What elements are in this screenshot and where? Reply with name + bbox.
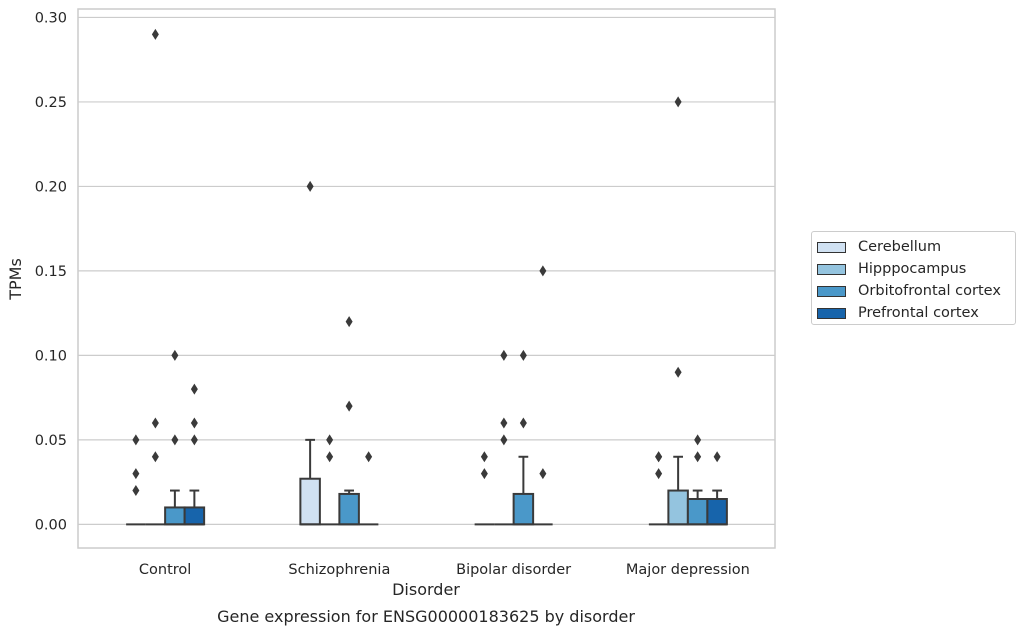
outlier-point (326, 451, 334, 463)
x-tick-label: Bipolar disorder (456, 562, 571, 578)
outlier-point (132, 434, 140, 446)
outlier-point (519, 349, 527, 361)
legend-swatch (817, 307, 846, 319)
legend-item: Hipppocampus (817, 258, 1015, 280)
box-prefrontal-cortex (358, 451, 379, 526)
legend-label: Hipppocampus (858, 261, 967, 277)
legend-item: Cerebellum (817, 236, 1015, 258)
outlier-point (655, 468, 663, 480)
tick-labels: 0.00 0.05 0.10 0.15 0.20 0.25 0.30 Control Schiz… (35, 10, 750, 578)
y-tick-label: 0.05 (35, 433, 67, 449)
plot-border (77, 8, 776, 549)
box-hipppocampus (145, 28, 166, 526)
box-cerebellum (648, 451, 669, 526)
box-hipppocampus (494, 349, 514, 526)
x-tick-label: Schizophrenia (288, 562, 390, 578)
outlier-point (151, 451, 159, 463)
box-body (686, 498, 709, 526)
box-orbitofrontal-cortex (164, 349, 186, 526)
x-tick-label: Control (139, 562, 191, 578)
legend-swatch (817, 285, 846, 297)
outlier-point (190, 434, 198, 446)
box-prefrontal-cortex (533, 265, 553, 526)
box-body (299, 477, 321, 526)
box-body (667, 489, 689, 526)
gridlines (78, 16, 775, 525)
legend: Cerebellum Hipppocampus Orbitofrontal cort… (811, 231, 1016, 325)
box-hipppocampus (667, 96, 689, 526)
outlier-point (694, 434, 702, 446)
outlier-point (500, 349, 508, 361)
outlier-point (345, 316, 353, 328)
outlier-point (519, 417, 527, 429)
box-orbitofrontal-cortex (338, 316, 360, 526)
box-body (164, 506, 186, 526)
y-tick-label: 0.25 (35, 95, 67, 111)
legend-item: Orbitofrontal cortex (817, 280, 1015, 302)
box-body (338, 492, 360, 526)
outlier-point (500, 417, 508, 429)
outlier-point (713, 451, 721, 463)
box-cerebellum (126, 434, 146, 526)
outlier-point (326, 434, 334, 446)
box-body (183, 506, 206, 526)
outlier-point (674, 96, 682, 108)
outlier-point (190, 417, 198, 429)
outlier-point (480, 468, 488, 480)
outlier-point (480, 451, 488, 463)
outlier-point (171, 434, 179, 446)
y-tick-label: 0.20 (35, 179, 67, 195)
box-orbitofrontal-cortex (686, 434, 709, 526)
y-tick-label: 0.15 (35, 264, 67, 280)
outlier-point (539, 468, 547, 480)
legend-swatch (817, 241, 846, 253)
outlier-point (365, 451, 373, 463)
box-body (512, 492, 535, 526)
y-tick-label: 0.10 (35, 348, 67, 364)
outlier-point (655, 451, 663, 463)
y-axis-title: TPMs (6, 258, 25, 301)
outlier-point (306, 180, 314, 192)
box-cerebellum (299, 180, 321, 526)
legend-label: Orbitofrontal cortex (858, 283, 1001, 299)
legend-swatch (817, 263, 846, 275)
outlier-point (151, 28, 159, 40)
outlier-point (539, 265, 547, 277)
outlier-point (694, 451, 702, 463)
legend-item: Prefrontal cortex (817, 302, 1015, 324)
box-body (706, 498, 728, 526)
box-hipppocampus (319, 434, 340, 526)
outlier-point (190, 383, 198, 395)
box-prefrontal-cortex (183, 383, 206, 526)
legend-label: Prefrontal cortex (858, 305, 979, 321)
outlier-point (171, 349, 179, 361)
plot-frame (77, 8, 776, 549)
box-series (126, 28, 728, 526)
chart-title: Gene expression for ENSG00000183625 by d… (217, 607, 635, 626)
outlier-point (345, 400, 353, 412)
y-tick-label: 0.00 (35, 517, 67, 533)
outlier-point (132, 468, 140, 480)
box-cerebellum (474, 451, 495, 526)
outlier-point (500, 434, 508, 446)
x-axis-title: Disorder (392, 580, 460, 599)
box-orbitofrontal-cortex (512, 349, 535, 526)
box-prefrontal-cortex (706, 451, 728, 526)
y-tick-label: 0.30 (35, 10, 67, 26)
outlier-point (132, 485, 140, 497)
x-tick-label: Major depression (626, 562, 750, 578)
legend-label: Cerebellum (858, 239, 942, 255)
outlier-point (674, 366, 682, 378)
outlier-point (151, 417, 159, 429)
